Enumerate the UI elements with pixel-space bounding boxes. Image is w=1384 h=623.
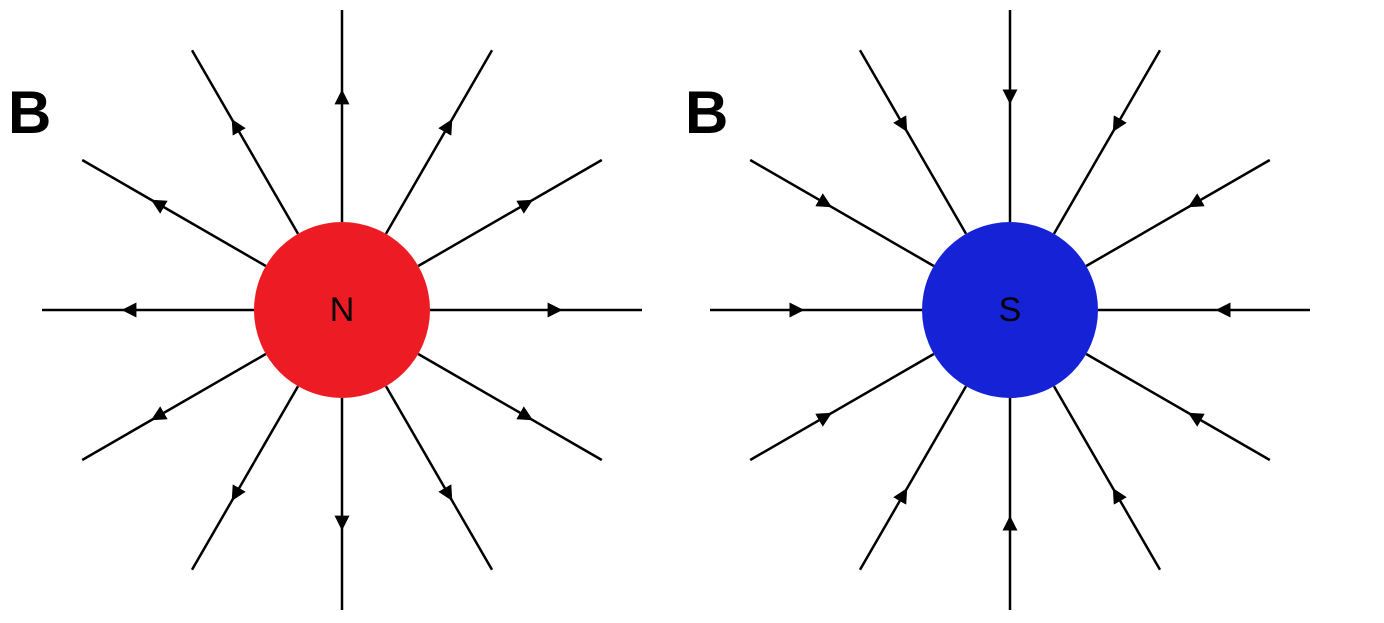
field-arrow <box>903 493 904 495</box>
field-line <box>860 386 966 570</box>
field-line <box>1086 354 1270 460</box>
field-svg: NBSB <box>0 0 1384 623</box>
field-arrow <box>525 415 527 416</box>
field-line <box>82 354 266 460</box>
field-line <box>418 160 602 266</box>
field-arrow <box>825 415 827 416</box>
north-pole-label: N <box>330 291 355 329</box>
field-arrow <box>825 203 827 204</box>
field-line <box>750 354 934 460</box>
field-line <box>1054 386 1160 570</box>
field-line <box>1054 50 1160 234</box>
field-arrow <box>157 203 159 204</box>
field-arrow <box>1193 203 1195 204</box>
field-arrow <box>157 415 159 416</box>
field-arrow <box>447 125 448 127</box>
field-line <box>192 386 298 570</box>
field-line <box>418 354 602 460</box>
field-arrow <box>1115 493 1116 495</box>
field-arrow <box>1193 415 1195 416</box>
b-label: B <box>685 79 728 146</box>
diagram-canvas: NBSB <box>0 0 1384 623</box>
field-line <box>192 50 298 234</box>
field-arrow <box>235 125 236 127</box>
south-pole: SB <box>685 10 1310 610</box>
south-pole-label: S <box>999 291 1022 329</box>
north-pole: NB <box>8 10 642 610</box>
field-line <box>82 160 266 266</box>
field-line <box>386 386 492 570</box>
field-line <box>386 50 492 234</box>
field-arrow <box>235 493 236 495</box>
field-arrow <box>1115 125 1116 127</box>
b-label: B <box>8 79 51 146</box>
field-arrow <box>447 493 448 495</box>
field-line <box>860 50 966 234</box>
field-arrow <box>903 125 904 127</box>
field-line <box>1086 160 1270 266</box>
field-line <box>750 160 934 266</box>
field-arrow <box>525 203 527 204</box>
